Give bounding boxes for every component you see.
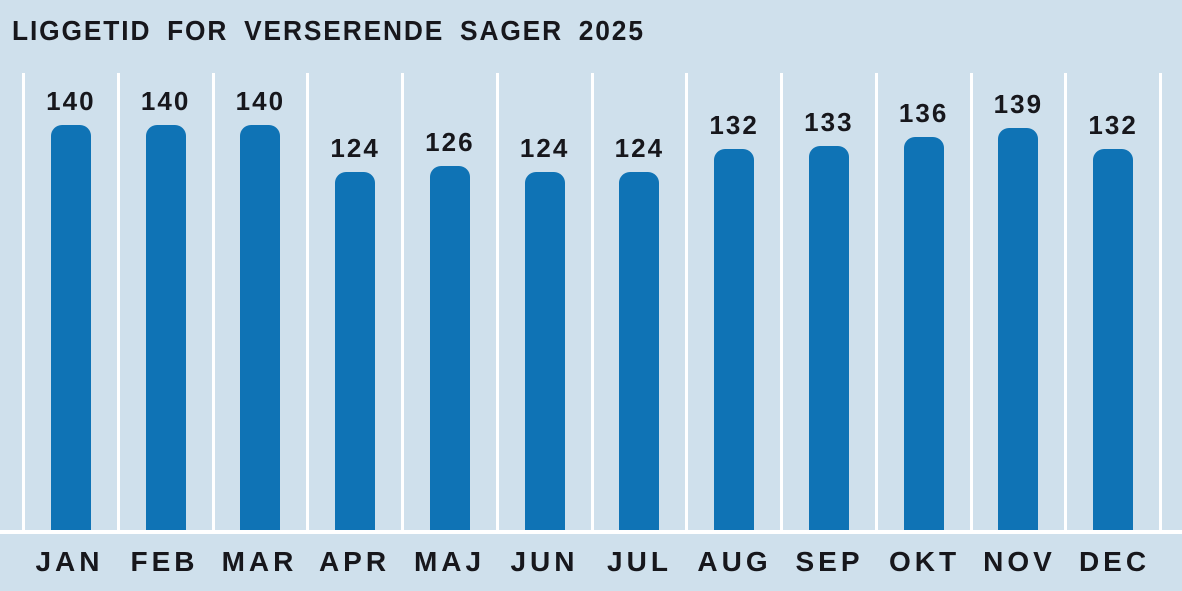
- plot-area: 140 140 140 124 126 124 124 132 133 136 139 132: [22, 73, 1162, 533]
- bar-sep: [808, 146, 849, 533]
- x-tick-jul: JUL: [607, 546, 672, 577]
- bar-okt: [903, 137, 944, 533]
- bar-maj: [429, 166, 470, 533]
- bar-value-label-nov: 139: [993, 89, 1044, 119]
- chart-column-nov: 139: [969, 73, 1065, 533]
- chart-column-maj: 126: [401, 73, 496, 533]
- bar-value-label-dec: 132: [1088, 110, 1138, 140]
- x-tick-feb: FEB: [130, 546, 199, 577]
- chart-column-jun: 124: [495, 73, 591, 533]
- x-tick-apr: APR: [318, 546, 391, 577]
- bar-value-label-jul: 124: [614, 133, 665, 163]
- x-tick-jan: JAN: [35, 546, 104, 577]
- chart-column-okt: 136: [874, 73, 970, 533]
- x-tick-aug: AUG: [697, 546, 772, 577]
- x-axis-labels: JAN FEB MAR APR MAJ JUN JUL AUG SEP OKT NOV DEC: [22, 546, 1162, 578]
- chart-column-feb: 140: [116, 73, 212, 533]
- bar-jun: [524, 172, 565, 533]
- bar-jan: [50, 125, 91, 533]
- bar-apr: [335, 172, 376, 533]
- x-tick-sep: SEP: [795, 546, 864, 577]
- bar-value-label-sep: 133: [804, 107, 854, 137]
- x-axis-baseline: [0, 530, 1182, 534]
- bar-nov: [998, 128, 1039, 533]
- bar-value-label-jan: 140: [46, 86, 96, 116]
- chart-column-apr: 124: [306, 73, 401, 533]
- x-tick-mar: MAR: [221, 546, 298, 577]
- bar-value-label-mar: 140: [235, 86, 286, 116]
- chart-column-jan: 140: [22, 73, 117, 533]
- x-tick-okt: OKT: [888, 546, 961, 577]
- bar-feb: [145, 125, 186, 533]
- bar-jul: [619, 172, 660, 533]
- chart-column-jul: 124: [590, 73, 686, 533]
- chart-column-aug: 132: [685, 73, 780, 533]
- chart-title: LIGGETID FOR VERSERENDE SAGER 2025: [12, 15, 645, 46]
- chart-column-dec: 132: [1064, 73, 1162, 533]
- chart-column-sep: 133: [780, 73, 875, 533]
- bar-value-label-feb: 140: [140, 86, 191, 116]
- bar-aug: [714, 149, 755, 533]
- bar-value-label-jun: 124: [519, 133, 570, 163]
- x-tick-maj: MAJ: [413, 546, 486, 577]
- x-tick-nov: NOV: [983, 546, 1056, 577]
- bar-value-label-okt: 136: [898, 98, 949, 128]
- x-tick-dec: DEC: [1078, 546, 1151, 577]
- bar-dec: [1093, 149, 1134, 533]
- chart-column-mar: 140: [211, 73, 307, 533]
- bar-value-label-aug: 132: [709, 110, 759, 140]
- bar-mar: [240, 125, 281, 533]
- bar-value-label-apr: 124: [330, 133, 380, 163]
- bar-value-label-maj: 126: [425, 127, 475, 157]
- x-tick-jun: JUN: [510, 546, 579, 577]
